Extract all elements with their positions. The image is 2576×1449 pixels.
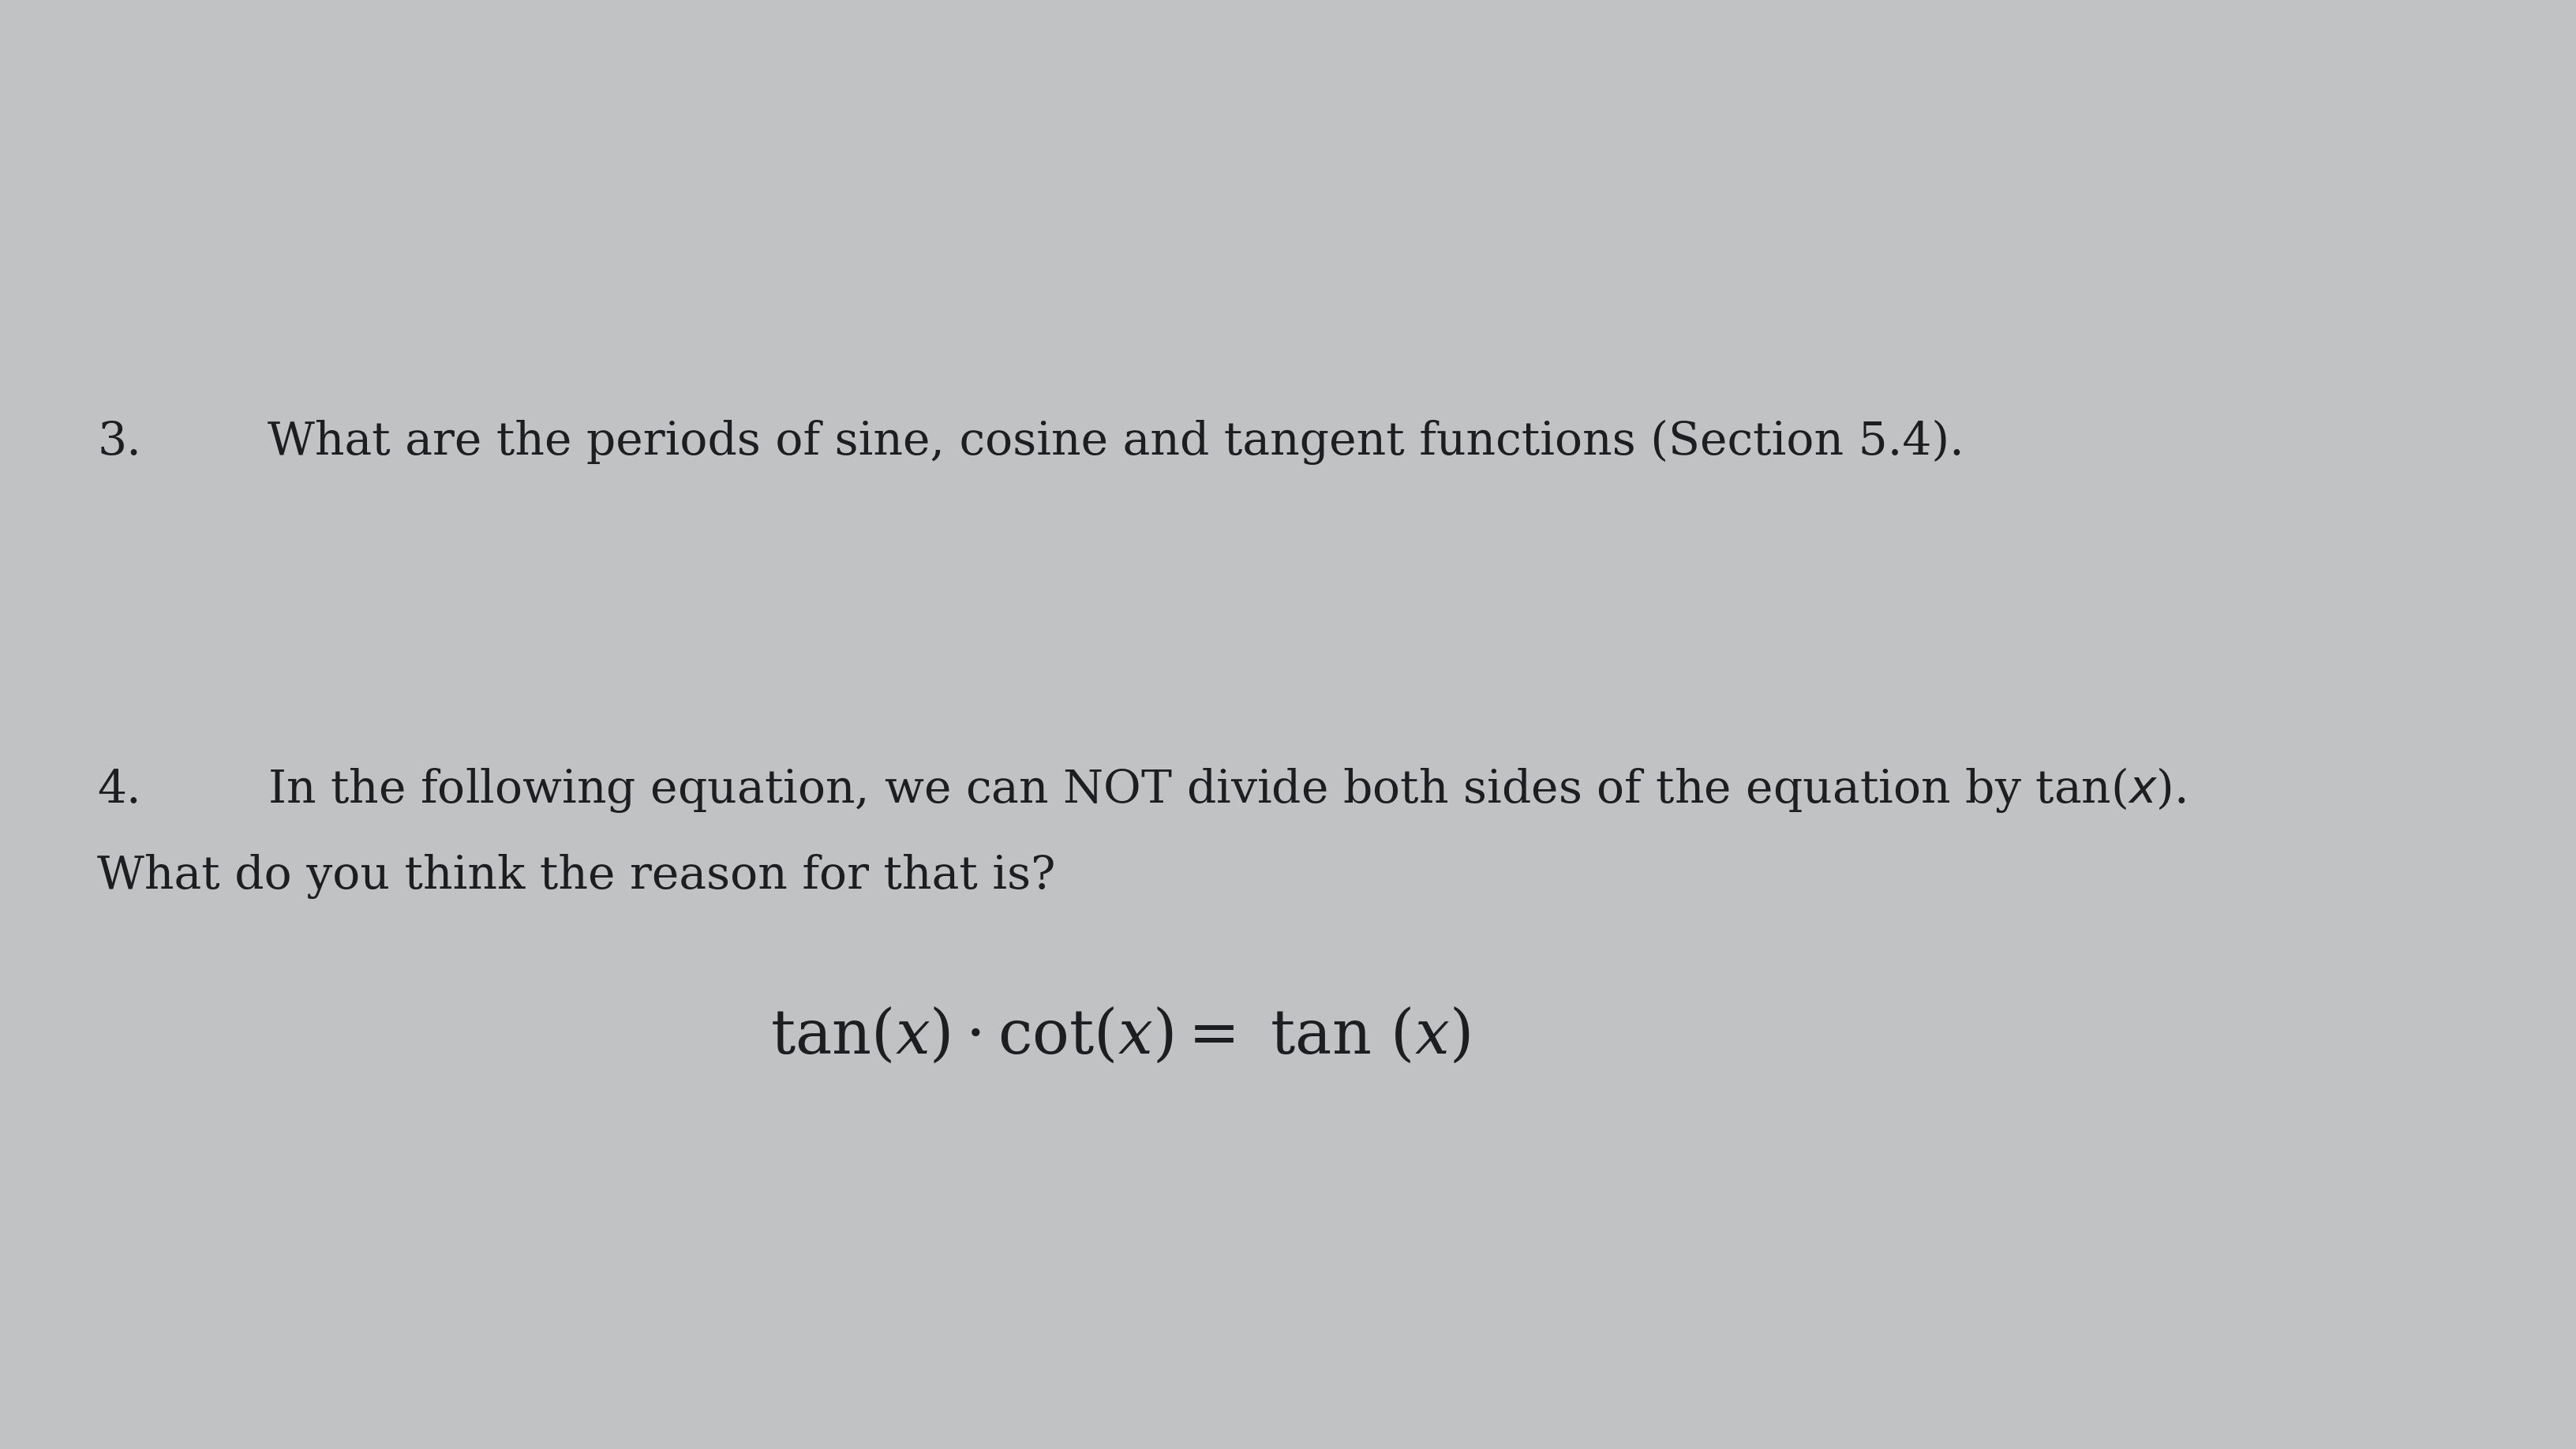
Text: $\mathrm{tan}(x) \cdot \mathrm{cot}(x) = \ \mathrm{tan}\ (x)$: $\mathrm{tan}(x) \cdot \mathrm{cot}(x) =… xyxy=(770,1006,1468,1066)
Text: In the following equation, we can NOT divide both sides of the equation by tan($: In the following equation, we can NOT di… xyxy=(268,765,2187,814)
Text: 4.: 4. xyxy=(98,768,142,811)
Text: What do you think the reason for that is?: What do you think the reason for that is… xyxy=(98,853,1056,900)
Text: What are the periods of sine, cosine and tangent functions (Section 5.4).: What are the periods of sine, cosine and… xyxy=(268,419,1965,465)
Text: 3.: 3. xyxy=(98,420,142,464)
